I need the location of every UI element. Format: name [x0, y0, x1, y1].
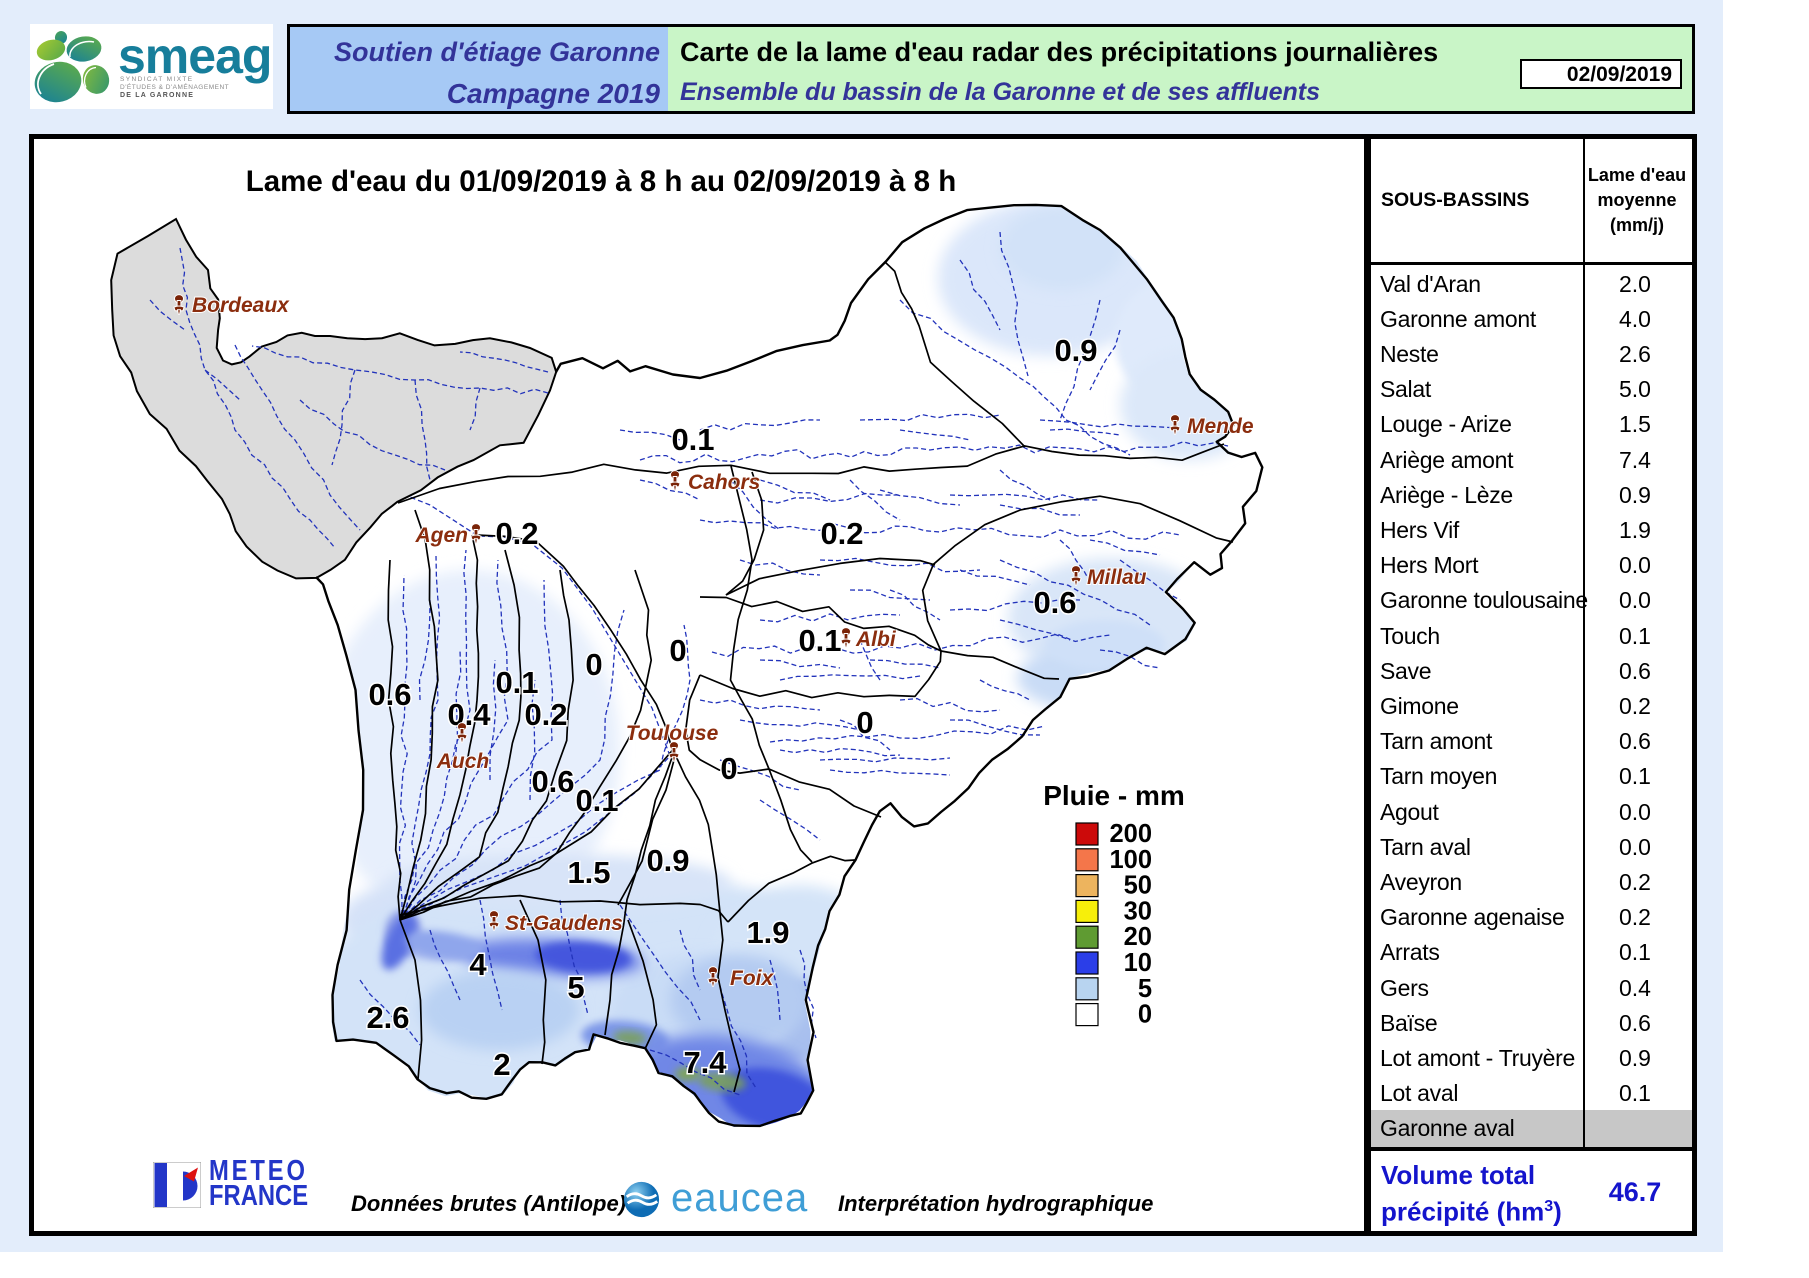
- svg-text:2.6: 2.6: [366, 1000, 409, 1035]
- svg-text:4: 4: [469, 947, 487, 982]
- svg-text:1.9: 1.9: [746, 915, 789, 950]
- svg-text:Auch: Auch: [436, 750, 490, 773]
- svg-text:Pluie - mm: Pluie - mm: [1043, 780, 1185, 811]
- svg-text:Millau: Millau: [1087, 566, 1147, 589]
- svg-text:20: 20: [1124, 923, 1152, 951]
- svg-text:Foix: Foix: [730, 967, 774, 990]
- svg-text:Lame d'eau du 01/09/2019 à 8 h: Lame d'eau du 01/09/2019 à 8 h au 02/09/…: [246, 165, 957, 198]
- svg-text:Cahors: Cahors: [688, 471, 760, 494]
- svg-text:0.9: 0.9: [1054, 333, 1097, 368]
- svg-text:0.6: 0.6: [1033, 585, 1076, 620]
- svg-text:2: 2: [493, 1047, 510, 1082]
- svg-text:0.1: 0.1: [798, 623, 841, 658]
- svg-text:Mende: Mende: [1187, 415, 1254, 438]
- svg-text:Albi: Albi: [855, 628, 897, 651]
- svg-text:0.1: 0.1: [671, 422, 714, 457]
- svg-text:0.2: 0.2: [495, 516, 538, 551]
- svg-text:0.6: 0.6: [531, 764, 574, 799]
- svg-text:0.2: 0.2: [820, 516, 863, 551]
- svg-text:D'ÉTUDES & D'AMÉNAGEMENT: D'ÉTUDES & D'AMÉNAGEMENT: [120, 82, 229, 91]
- svg-text:DE LA GARONNE: DE LA GARONNE: [120, 92, 194, 99]
- svg-text:0.4: 0.4: [447, 697, 491, 732]
- svg-text:5: 5: [1138, 975, 1152, 1003]
- svg-text:1.5: 1.5: [567, 855, 610, 890]
- svg-text:0: 0: [1138, 1001, 1152, 1029]
- svg-text:0: 0: [856, 705, 873, 740]
- svg-text:5: 5: [567, 970, 584, 1005]
- svg-text:100: 100: [1109, 846, 1152, 874]
- svg-text:7.4: 7.4: [683, 1045, 727, 1080]
- svg-text:30: 30: [1124, 897, 1152, 925]
- svg-text:Toulouse: Toulouse: [626, 722, 719, 745]
- svg-text:200: 200: [1109, 820, 1152, 848]
- svg-text:0.1: 0.1: [495, 665, 538, 700]
- svg-text:SYNDICAT MIXTE: SYNDICAT MIXTE: [120, 76, 194, 83]
- svg-text:Bordeaux: Bordeaux: [192, 294, 290, 317]
- svg-text:0.1: 0.1: [575, 783, 618, 818]
- svg-text:Agen: Agen: [415, 524, 469, 547]
- svg-text:St-Gaudens: St-Gaudens: [505, 912, 623, 935]
- svg-text:0.9: 0.9: [646, 843, 689, 878]
- svg-text:0: 0: [669, 633, 686, 668]
- svg-text:10: 10: [1124, 949, 1152, 977]
- svg-text:0: 0: [720, 751, 737, 786]
- svg-text:0.2: 0.2: [524, 697, 567, 732]
- svg-text:50: 50: [1124, 872, 1152, 900]
- svg-text:0: 0: [585, 647, 602, 682]
- svg-text:0.6: 0.6: [368, 677, 411, 712]
- svg-text:smeag: smeag: [118, 28, 271, 84]
